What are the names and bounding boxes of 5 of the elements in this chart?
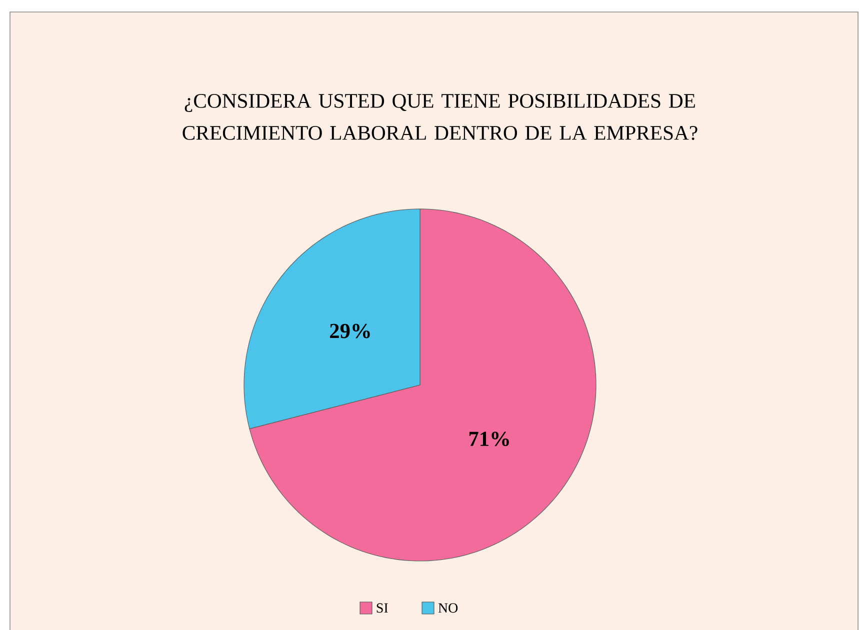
legend-label: NO	[438, 603, 458, 613]
legend-label: SI	[376, 603, 388, 613]
data-label: 71%	[469, 432, 509, 446]
data-label: 29%	[330, 324, 370, 338]
chart-title: ¿CONSIDERA USTED QUE TIENE POSIBILIDADES DE CRECIMIENTO LABORAL DENTRO DE LA EMPRESA?	[182, 94, 698, 140]
